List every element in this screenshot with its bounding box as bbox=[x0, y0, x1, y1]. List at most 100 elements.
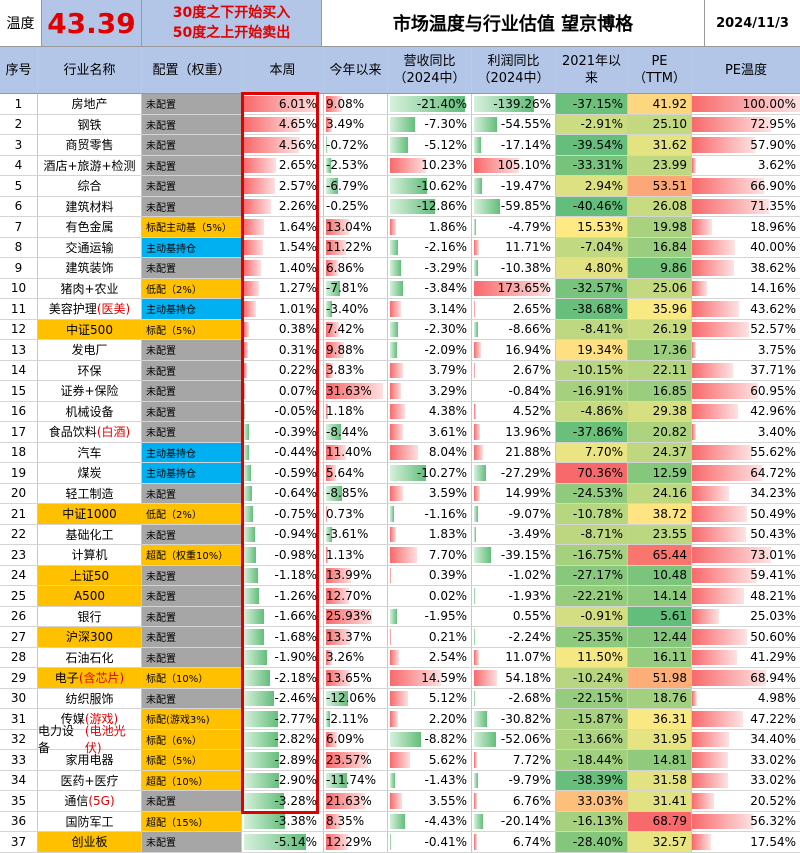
ytd-change: -11.74% bbox=[324, 771, 388, 791]
industry-name-text: 美容护理 bbox=[49, 300, 97, 317]
row-index: 31 bbox=[0, 709, 38, 729]
revenue-yoy: -0.41% bbox=[388, 832, 472, 852]
ytd-change-value: 9.88% bbox=[326, 343, 364, 357]
revenue-yoy: 2.54% bbox=[388, 648, 472, 668]
pe-temperature: 33.02% bbox=[692, 771, 800, 791]
col-header-pe: PE （TTM） bbox=[628, 47, 692, 93]
pe-ttm: 26.19 bbox=[628, 320, 692, 340]
ytd-change-value: 0.73% bbox=[326, 507, 364, 521]
pe-temperature-bar bbox=[692, 711, 743, 727]
profit-yoy: -4.79% bbox=[472, 217, 556, 237]
week-change: -5.14% bbox=[242, 832, 324, 852]
ytd-change-value: 6.09% bbox=[326, 732, 364, 746]
since-2021: -15.87% bbox=[556, 709, 628, 729]
row-index: 13 bbox=[0, 340, 38, 360]
ytd-change-value: 9.08% bbox=[326, 97, 364, 111]
ytd-change-value: 25.93% bbox=[326, 609, 372, 623]
industry-name: 电力设备(电池光伏) bbox=[38, 730, 142, 750]
row-index: 9 bbox=[0, 258, 38, 278]
pe-temperature-value: 60.95% bbox=[750, 384, 796, 398]
ytd-change: 23.57% bbox=[324, 750, 388, 770]
revenue-yoy: -2.16% bbox=[388, 238, 472, 258]
week-change-value: -0.59% bbox=[275, 466, 317, 480]
pe-temperature: 52.57% bbox=[692, 320, 800, 340]
pe-temperature: 14.16% bbox=[692, 279, 800, 299]
week-change: -2.90% bbox=[242, 771, 324, 791]
table-header: 序号 行业名称 配置（权重） 本周 今年以来 营收同比 （2024中） 利润同比… bbox=[0, 47, 800, 94]
revenue-yoy-value: 3.59% bbox=[429, 486, 467, 500]
week-change: -1.26% bbox=[242, 586, 324, 606]
ytd-change-value: 31.63% bbox=[326, 384, 372, 398]
ytd-change: -2.11% bbox=[324, 709, 388, 729]
week-change: -0.64% bbox=[242, 484, 324, 504]
revenue-yoy-bar bbox=[390, 568, 391, 584]
ytd-change-value: 12.70% bbox=[326, 589, 372, 603]
pe-temperature: 18.96% bbox=[692, 217, 800, 237]
profit-yoy-bar bbox=[474, 588, 475, 604]
industry-name: 石油石化 bbox=[38, 648, 142, 668]
week-change-value: -2.46% bbox=[275, 691, 317, 705]
revenue-yoy-value: -21.40% bbox=[417, 97, 467, 111]
profit-yoy-bar bbox=[474, 752, 477, 768]
week-change-value: 2.26% bbox=[279, 199, 317, 213]
ytd-change-value: 3.49% bbox=[326, 117, 364, 131]
pe-temperature-value: 71.35% bbox=[750, 199, 796, 213]
pe-ttm: 25.10 bbox=[628, 115, 692, 135]
spreadsheet: 温度 43.39 30度之下开始买入 50度之上开始卖出 市场温度与行业估值 望… bbox=[0, 0, 800, 816]
pe-temperature-bar bbox=[692, 445, 752, 461]
pe-temperature-bar bbox=[692, 834, 711, 850]
pe-temperature: 60.95% bbox=[692, 381, 800, 401]
week-change-value: -2.82% bbox=[275, 732, 317, 746]
col-header-ytd: 今年以来 bbox=[324, 47, 388, 93]
since-2021: -32.57% bbox=[556, 279, 628, 299]
ytd-change: 3.83% bbox=[324, 361, 388, 381]
revenue-yoy-value: 4.38% bbox=[429, 404, 467, 418]
pe-ttm: 35.96 bbox=[628, 299, 692, 319]
week-change-value: 2.57% bbox=[279, 179, 317, 193]
ytd-change: 1.13% bbox=[324, 545, 388, 565]
ytd-change-value: 13.04% bbox=[326, 220, 372, 234]
revenue-yoy-bar bbox=[390, 527, 396, 543]
row-index: 2 bbox=[0, 115, 38, 135]
pe-ttm: 68.79 bbox=[628, 812, 692, 832]
week-change-value: -2.89% bbox=[275, 753, 317, 767]
week-change: -2.77% bbox=[242, 709, 324, 729]
allocation-cell: 未配置 bbox=[142, 525, 242, 545]
pe-ttm: 16.84 bbox=[628, 238, 692, 258]
profit-yoy-bar bbox=[474, 342, 481, 358]
week-change-bar bbox=[244, 650, 267, 666]
pe-ttm: 18.76 bbox=[628, 689, 692, 709]
revenue-yoy-bar bbox=[390, 752, 410, 768]
pe-temperature-value: 37.71% bbox=[750, 363, 796, 377]
industry-name-text: 基础化工 bbox=[65, 526, 113, 543]
profit-yoy-value: 105.10% bbox=[498, 158, 551, 172]
ytd-change-value: 1.13% bbox=[326, 548, 364, 562]
pe-temperature-bar bbox=[692, 773, 728, 789]
revenue-yoy-value: -1.95% bbox=[425, 609, 467, 623]
week-change-bar bbox=[244, 322, 249, 338]
pe-temperature-value: 100.00% bbox=[743, 97, 796, 111]
profit-yoy-value: 11.07% bbox=[505, 650, 551, 664]
pe-temperature: 41.29% bbox=[692, 648, 800, 668]
since-2021: 70.36% bbox=[556, 463, 628, 483]
pe-temperature-value: 17.54% bbox=[750, 835, 796, 849]
profit-yoy: 173.65% bbox=[472, 279, 556, 299]
pe-ttm: 31.41 bbox=[628, 791, 692, 811]
ytd-change: -8.44% bbox=[324, 422, 388, 442]
pe-temperature: 66.90% bbox=[692, 176, 800, 196]
industry-name: 交通运输 bbox=[38, 238, 142, 258]
report-date: 2024/11/3 bbox=[705, 0, 800, 46]
week-change: -0.98% bbox=[242, 545, 324, 565]
row-index: 5 bbox=[0, 176, 38, 196]
revenue-yoy-value: 5.62% bbox=[429, 753, 467, 767]
revenue-yoy-value: 3.79% bbox=[429, 363, 467, 377]
week-change: -2.89% bbox=[242, 750, 324, 770]
pe-temperature-bar bbox=[692, 629, 747, 645]
row-index: 27 bbox=[0, 627, 38, 647]
pe-temperature-value: 3.40% bbox=[758, 425, 796, 439]
